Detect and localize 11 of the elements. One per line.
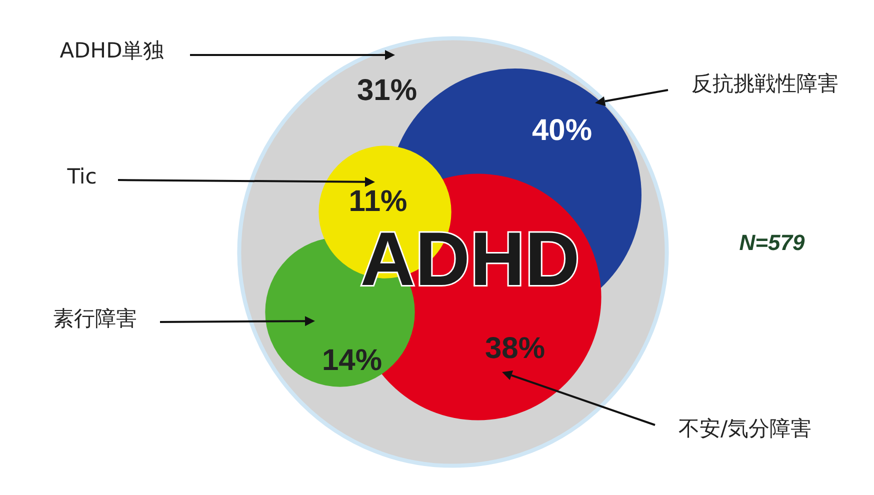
category-label: 反抗挑戦性障害	[692, 72, 838, 96]
data-label: 40%	[532, 114, 592, 147]
category-label: 不安/気分障害	[678, 416, 812, 441]
text: N=579	[739, 230, 806, 255]
category-label: 素行障害	[53, 306, 137, 331]
data-label: 38%	[484, 332, 546, 365]
data-label: 11%	[348, 184, 408, 218]
data-label: 31%	[356, 74, 418, 107]
category-label: Tic	[66, 164, 97, 189]
category-label: ADHD単独	[60, 38, 164, 63]
data-label: 14%	[322, 344, 382, 377]
